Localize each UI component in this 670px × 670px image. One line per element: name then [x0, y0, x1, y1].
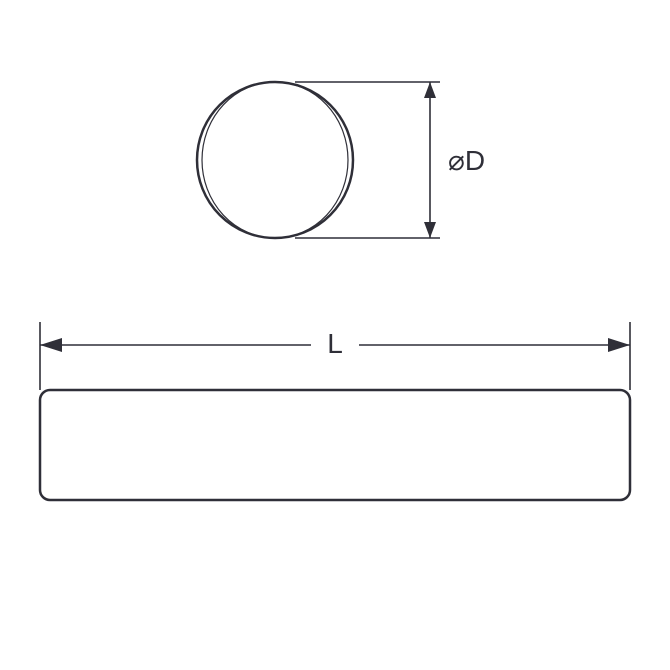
diameter-circle-outer	[197, 82, 353, 238]
arrowhead-left	[40, 338, 62, 352]
arrowhead-right	[608, 338, 630, 352]
diameter-circle-inner	[202, 82, 348, 238]
length-label: L	[327, 328, 343, 359]
length-dimension: L	[40, 322, 630, 390]
arrowhead-top	[424, 82, 436, 98]
side-view	[40, 390, 630, 500]
diameter-label: ⌀D	[448, 145, 485, 176]
shaft-rectangle	[40, 390, 630, 500]
technical-drawing: ⌀D L	[0, 0, 670, 670]
diameter-dimension: ⌀D	[295, 82, 485, 238]
arrowhead-bottom	[424, 222, 436, 238]
front-view	[197, 82, 353, 238]
